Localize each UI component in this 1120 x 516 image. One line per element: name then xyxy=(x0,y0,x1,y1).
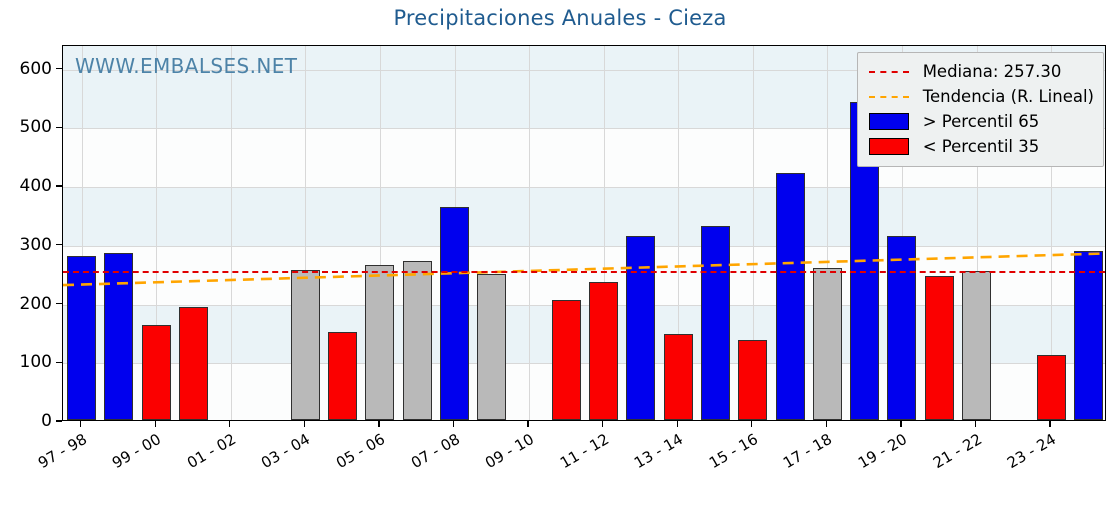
gridline-horizontal xyxy=(63,69,1105,71)
y-axis-tick-label: 500 xyxy=(19,117,52,138)
x-axis-tick-mark xyxy=(974,421,977,427)
legend-dash-icon xyxy=(868,95,909,98)
y-axis-tick-label: 400 xyxy=(19,176,52,196)
x-axis-tick-label: 11 - 12 xyxy=(556,430,612,473)
bar xyxy=(775,173,805,420)
gridline-vertical xyxy=(305,46,306,420)
median-line xyxy=(63,270,1105,273)
gridline-horizontal xyxy=(63,128,1105,130)
gridline-vertical xyxy=(529,46,530,420)
bar xyxy=(328,331,358,420)
bar xyxy=(1073,251,1103,420)
gridline-vertical xyxy=(380,46,381,420)
legend-item: Mediana: 257.30 xyxy=(867,59,1094,84)
x-axis-tick-label: 17 - 18 xyxy=(780,430,836,473)
bar xyxy=(402,261,432,420)
chart-root: Precipitaciones Anuales - Cieza WWW.EMBA… xyxy=(19,6,1106,472)
legend-label: > Percentil 65 xyxy=(922,112,1040,131)
x-axis-tick-label: 19 - 20 xyxy=(854,430,910,473)
legend-label: < Percentil 35 xyxy=(922,137,1040,156)
bar xyxy=(663,334,693,420)
gridline-horizontal xyxy=(63,363,1105,365)
x-axis-tick-label: 21 - 22 xyxy=(929,430,985,473)
legend-label: Mediana: 257.30 xyxy=(922,62,1062,81)
y-axis-tick-label: 300 xyxy=(19,234,52,255)
x-axis-tick-label: 23 - 24 xyxy=(1004,430,1060,473)
bar xyxy=(738,340,768,420)
bar xyxy=(961,270,992,420)
legend-label: Tendencia (R. Lineal) xyxy=(922,87,1094,106)
bar xyxy=(1036,355,1066,420)
bar xyxy=(551,300,581,420)
x-axis-tick-label: 15 - 16 xyxy=(705,430,761,473)
legend-item: < Percentil 35 xyxy=(867,134,1094,159)
gridline-vertical xyxy=(82,46,83,420)
x-axis-tick-label: 13 - 14 xyxy=(631,430,687,473)
legend-dash-icon xyxy=(868,70,909,73)
legend-key-line xyxy=(867,70,911,73)
background-band xyxy=(63,46,1105,70)
bar xyxy=(141,324,171,420)
gridline-vertical xyxy=(902,46,903,420)
x-axis-tick-label: 05 - 06 xyxy=(332,430,388,473)
legend-item: > Percentil 65 xyxy=(867,109,1094,134)
x-axis-tick-mark xyxy=(825,421,828,427)
gridline-vertical xyxy=(1051,46,1052,420)
x-axis-tick-mark xyxy=(676,421,678,427)
bar xyxy=(589,281,619,420)
bar xyxy=(439,206,470,420)
legend: Mediana: 257.30 Tendencia (R. Lineal) > Pe… xyxy=(856,52,1104,167)
gridline-vertical xyxy=(231,46,232,420)
bar xyxy=(67,255,97,420)
bar xyxy=(924,276,954,420)
x-axis-tick-label: 03 - 04 xyxy=(258,430,314,473)
x-axis-tick-mark xyxy=(154,421,156,427)
gridline-horizontal xyxy=(63,304,1105,306)
x-axis-tick-mark xyxy=(1049,421,1051,427)
x-axis-tick-label: 01 - 02 xyxy=(183,430,239,473)
legend-swatch-icon xyxy=(868,113,909,130)
bar xyxy=(178,307,209,420)
x-axis-tick-mark xyxy=(751,421,753,427)
legend-key-swatch xyxy=(867,113,911,130)
y-axis-tick-label: 100 xyxy=(19,352,52,373)
background-band xyxy=(63,187,1105,246)
bar xyxy=(290,270,320,420)
bar xyxy=(887,235,917,420)
legend-key-swatch xyxy=(867,138,911,155)
x-axis-tick-mark xyxy=(601,421,604,427)
page-title: Precipitaciones Anuales - Cieza xyxy=(393,6,727,30)
x-axis-tick-mark xyxy=(378,421,380,427)
legend-item: Tendencia (R. Lineal) xyxy=(867,84,1094,109)
x-axis-tick-label: 07 - 08 xyxy=(407,430,463,473)
bar xyxy=(812,268,842,420)
gridline-vertical xyxy=(156,46,157,420)
gridline-vertical xyxy=(604,46,605,420)
gridline-vertical xyxy=(977,46,978,420)
legend-key-line xyxy=(867,95,911,98)
y-axis-tick-label: 0 xyxy=(41,411,52,431)
bar xyxy=(365,264,395,420)
x-axis-tick-label: 99 - 00 xyxy=(109,430,165,473)
bar xyxy=(104,253,134,420)
x-axis-tick-mark xyxy=(229,421,231,427)
bar xyxy=(477,274,507,420)
x-axis-tick-mark xyxy=(900,421,902,427)
y-axis-tick-label: 600 xyxy=(19,58,52,79)
gridline-vertical xyxy=(678,46,679,420)
x-axis-tick-mark xyxy=(527,421,529,427)
x-axis-tick-mark xyxy=(452,421,455,427)
gridline-vertical xyxy=(753,46,754,420)
x-axis-tick-label: 09 - 10 xyxy=(482,430,538,473)
gridline-horizontal xyxy=(63,245,1105,247)
y-axis-tick-label: 200 xyxy=(19,293,52,314)
legend-swatch-icon xyxy=(868,138,909,155)
trendline xyxy=(63,252,1105,287)
gridline-vertical xyxy=(827,46,828,420)
bar xyxy=(700,226,731,420)
gridline-horizontal xyxy=(63,187,1105,188)
x-axis-tick-mark xyxy=(79,421,82,427)
x-axis-tick-mark xyxy=(303,421,306,427)
